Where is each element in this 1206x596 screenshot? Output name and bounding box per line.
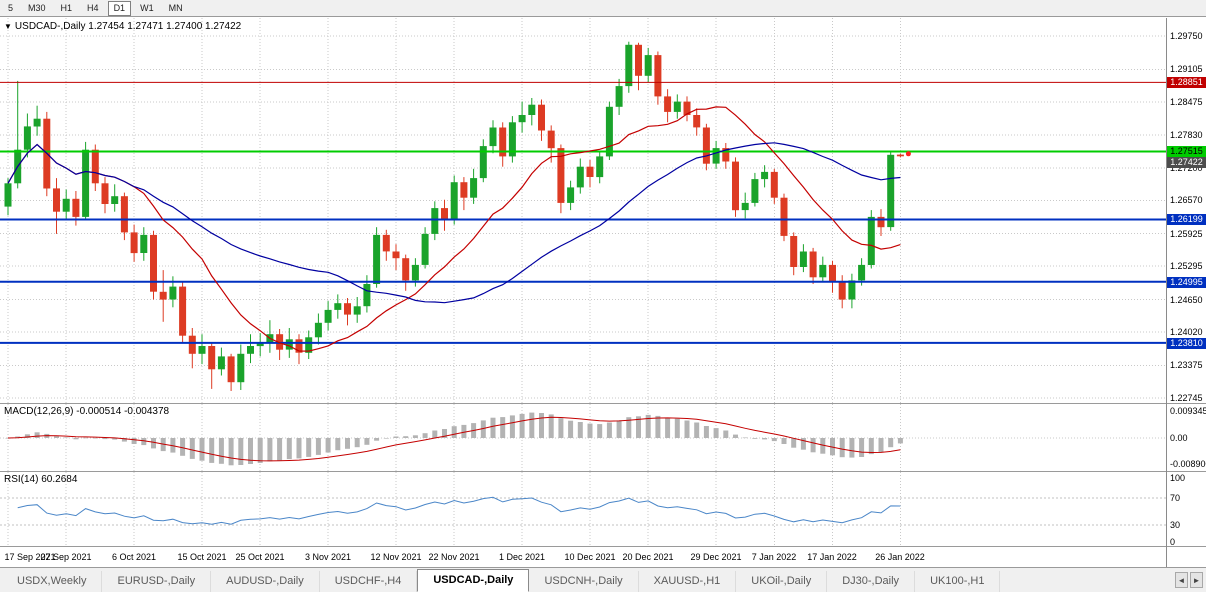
price-axis-tick: 1.23375: [1170, 360, 1203, 370]
chart-tab-audusd-daily[interactable]: AUDUSD-,Daily: [211, 571, 320, 592]
date-axis-label: 17 Jan 2022: [807, 552, 857, 562]
chart-ohlc-values: 1.27454 1.27471 1.27400 1.27422: [88, 21, 242, 32]
rsi-plot[interactable]: [0, 472, 1166, 546]
macd-indicator-name: MACD(12,26,9): [4, 406, 74, 417]
timeframe-button-w1[interactable]: W1: [140, 2, 154, 13]
panel-divider[interactable]: [0, 471, 1206, 472]
macd-axis-tick: 0.00: [1170, 433, 1188, 443]
price-axis-tick: 1.25295: [1170, 261, 1203, 271]
timeframe-button-mn[interactable]: MN: [168, 2, 183, 13]
timeframe-button-5[interactable]: 5: [8, 2, 14, 13]
price-axis-tick: 1.24650: [1170, 295, 1203, 305]
chart-tab-ukoil-daily[interactable]: UKOil-,Daily: [736, 571, 828, 592]
price-axis-tick: 1.28475: [1170, 97, 1203, 107]
tab-scroll-controls: ◄ ►: [1173, 570, 1203, 588]
rsi-indicator-value: 60.2684: [41, 474, 78, 485]
price-level-tag: 1.24995: [1167, 277, 1206, 288]
date-axis-label: 6 Oct 2021: [111, 552, 157, 562]
timeframe-button-h4[interactable]: H4: [87, 2, 99, 13]
timeframe-button-m30[interactable]: M30: [28, 2, 46, 13]
price-level-tag: 1.27422: [1167, 157, 1206, 168]
date-axis-label: 27 Sep 2021: [40, 552, 92, 562]
date-axis-label: 17 Sep 2021: [4, 552, 56, 562]
chart-tab-usdx-weekly[interactable]: USDX,Weekly: [2, 571, 103, 592]
price-axis-tick: 1.27200: [1170, 163, 1203, 173]
chart-symbol-label: USDCAD-,Daily: [14, 21, 86, 32]
chart-menu-icon[interactable]: ▼: [4, 22, 12, 31]
date-axis-label: 3 Nov 2021: [304, 552, 352, 562]
tab-scroll-left-icon[interactable]: ◄: [1175, 572, 1188, 588]
chart-tab-usdchf-h4[interactable]: USDCHF-,H4: [320, 571, 418, 592]
price-level-tag: 1.26199: [1167, 214, 1206, 225]
panel-divider[interactable]: [0, 403, 1206, 404]
chart-tab-xauusd-h1[interactable]: XAUUSD-,H1: [639, 571, 737, 592]
date-axis-label: 12 Nov 2021: [370, 552, 422, 562]
date-axis-label: 26 Jan 2022: [875, 552, 925, 562]
time-axis[interactable]: 17 Sep 2021 27 Sep 2021 6 Oct 2021 15 Oct 2…: [0, 547, 1206, 567]
chart-title: ▼ USDCAD-,Daily 1.27454 1.27471 1.27400 1…: [4, 21, 241, 32]
price-axis-tick: 1.29105: [1170, 64, 1203, 74]
rsi-axis-tick: 0: [1170, 537, 1176, 547]
price-axis-tick: 1.27830: [1170, 130, 1203, 140]
price-axis-tick: 1.26570: [1170, 195, 1203, 205]
date-axis-label: 10 Dec 2021: [564, 552, 616, 562]
timeframe-button-d1[interactable]: D1: [107, 0, 132, 16]
date-axis-label: 7 Jan 2022: [751, 552, 797, 562]
chart-tab-uk100-h1[interactable]: UK100-,H1: [915, 571, 1001, 592]
chart-tab-dj30-daily[interactable]: DJ30-,Daily: [827, 571, 916, 592]
macd-label: MACD(12,26,9) -0.000514 -0.004378: [4, 406, 169, 417]
date-axis-label: 29 Dec 2021: [690, 552, 742, 562]
macd-axis-tick: -0.008900: [1170, 459, 1206, 469]
date-axis-label: 1 Dec 2021: [498, 552, 546, 562]
price-axis-separator: [1166, 18, 1167, 567]
price-level-tag: 1.23810: [1167, 338, 1206, 349]
price-axis-tick: 1.25925: [1170, 229, 1203, 239]
timeframe-toolbar: 5 M30 H1 H4 D1 W1 MN: [0, 0, 1206, 17]
price-level-tag: 1.28851: [1167, 77, 1206, 88]
price-axis-tick: 1.29750: [1170, 31, 1203, 41]
price-axis-tick: 1.24020: [1170, 327, 1203, 337]
timeframe-button-h1[interactable]: H1: [60, 2, 73, 13]
rsi-axis-tick: 100: [1170, 473, 1186, 483]
price-plot[interactable]: [0, 18, 1166, 403]
macd-axis-tick: 0.009345: [1170, 406, 1206, 416]
macd-indicator-values: -0.000514 -0.004378: [76, 406, 170, 417]
rsi-axis-tick: 30: [1170, 520, 1181, 530]
rsi-label: RSI(14) 60.2684: [4, 474, 77, 485]
chart-tab-eurusd-daily[interactable]: EURUSD-,Daily: [102, 571, 212, 592]
date-axis-label: 25 Oct 2021: [235, 552, 285, 562]
tab-scroll-right-icon[interactable]: ►: [1190, 572, 1203, 588]
price-chart-panel[interactable]: ▼ USDCAD-,Daily 1.27454 1.27471 1.27400 1…: [0, 18, 1206, 403]
rsi-indicator-name: RSI(14): [4, 474, 39, 485]
rsi-axis-tick: 70: [1170, 493, 1181, 503]
date-axis-label: 22 Nov 2021: [428, 552, 480, 562]
panel-divider: [0, 546, 1206, 547]
chart-tab-bar: USDX,Weekly EURUSD-,Daily AUDUSD-,Daily USD…: [0, 567, 1206, 592]
rsi-panel[interactable]: RSI(14) 60.2684 100 70 30 0: [0, 472, 1206, 547]
macd-panel[interactable]: MACD(12,26,9) -0.000514 -0.004378 0.0093…: [0, 404, 1206, 471]
date-axis-label: 20 Dec 2021: [622, 552, 674, 562]
macd-plot[interactable]: [0, 404, 1166, 471]
chart-area[interactable]: ▼ USDCAD-,Daily 1.27454 1.27471 1.27400 1…: [0, 18, 1206, 567]
date-axis-label: 15 Oct 2021: [177, 552, 227, 562]
price-axis-tick: 1.22745: [1170, 393, 1203, 403]
chart-tab-usdcnh-daily[interactable]: USDCNH-,Daily: [529, 571, 639, 592]
price-level-tag: 1.27515: [1167, 146, 1206, 157]
chart-tab-usdcad-daily[interactable]: USDCAD-,Daily: [417, 569, 530, 592]
